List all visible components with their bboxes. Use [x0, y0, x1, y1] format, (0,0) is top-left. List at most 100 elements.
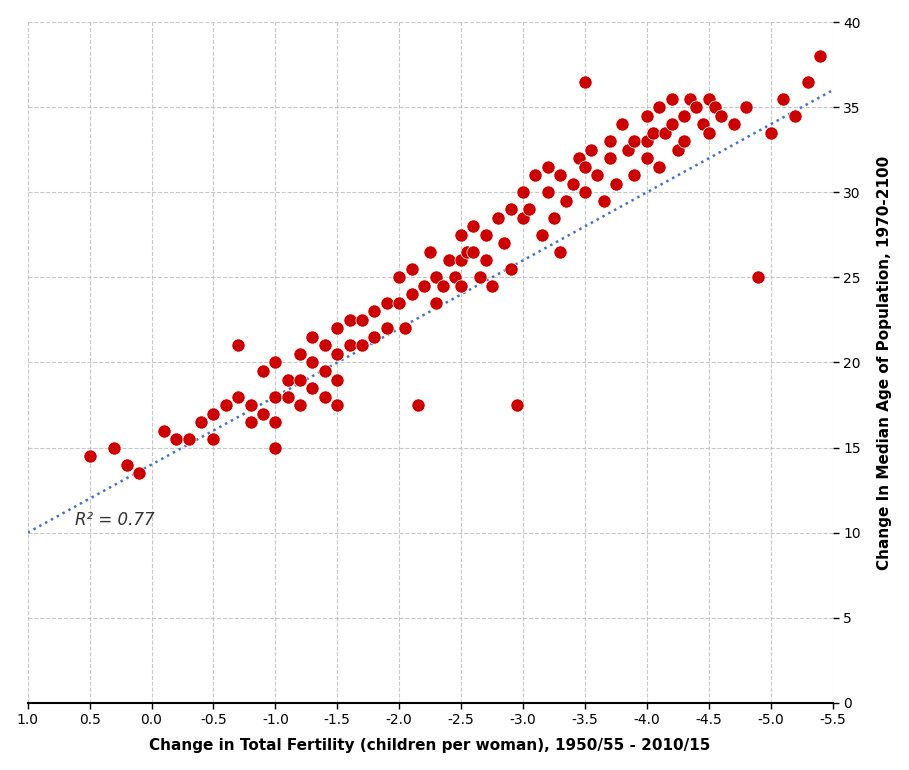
Point — [603, 152, 617, 165]
Point — [405, 263, 419, 275]
Point — [317, 365, 332, 377]
Point — [671, 144, 685, 156]
Point — [676, 109, 691, 122]
Point — [293, 348, 307, 360]
Point — [268, 441, 283, 454]
Point — [435, 280, 450, 292]
Point — [541, 161, 555, 173]
Point — [442, 254, 456, 266]
Point — [268, 416, 283, 428]
Point — [596, 195, 611, 207]
Point — [788, 109, 803, 122]
Point — [473, 271, 487, 283]
Point — [206, 433, 221, 445]
Point — [813, 50, 827, 62]
Point — [244, 416, 258, 428]
Point — [640, 135, 654, 147]
Point — [572, 152, 586, 165]
Point — [218, 399, 233, 411]
Point — [305, 331, 320, 343]
Point — [231, 390, 245, 403]
Point — [454, 254, 468, 266]
Point — [330, 399, 345, 411]
Point — [355, 314, 369, 326]
Point — [281, 373, 295, 386]
Point — [652, 101, 666, 113]
Point — [695, 118, 710, 130]
Point — [640, 152, 654, 165]
Point — [107, 441, 122, 454]
Point — [343, 314, 357, 326]
Point — [702, 126, 716, 139]
Point — [380, 296, 395, 309]
Point — [683, 92, 697, 105]
Point — [268, 357, 283, 369]
Point — [194, 416, 208, 428]
X-axis label: Change in Total Fertility (children per woman), 1950/55 - 2010/15: Change in Total Fertility (children per … — [149, 738, 711, 753]
Point — [491, 212, 505, 224]
Point — [504, 203, 518, 216]
Point — [627, 169, 642, 182]
Point — [447, 271, 462, 283]
Point — [392, 271, 406, 283]
Point — [411, 399, 425, 411]
Point — [553, 246, 567, 258]
Point — [317, 390, 332, 403]
Point — [676, 135, 691, 147]
Point — [553, 169, 567, 182]
Point — [429, 296, 444, 309]
Point — [293, 399, 307, 411]
Point — [702, 92, 716, 105]
Point — [479, 229, 494, 241]
Point — [330, 373, 345, 386]
Point — [603, 135, 617, 147]
Point — [497, 237, 512, 249]
Point — [528, 169, 543, 182]
Point — [466, 246, 481, 258]
Point — [726, 118, 741, 130]
Point — [510, 399, 524, 411]
Point — [627, 135, 642, 147]
Point — [664, 118, 679, 130]
Point — [255, 407, 270, 420]
Point — [398, 323, 413, 335]
Point — [714, 109, 728, 122]
Point — [504, 263, 518, 275]
Point — [546, 212, 561, 224]
Point — [515, 212, 530, 224]
Point — [305, 382, 320, 394]
Point — [119, 458, 134, 470]
Point — [689, 101, 704, 113]
Point — [645, 126, 660, 139]
Point — [244, 399, 258, 411]
Point — [652, 161, 666, 173]
Point — [268, 390, 283, 403]
Point — [330, 348, 345, 360]
Point — [751, 271, 765, 283]
Point — [578, 161, 593, 173]
Point — [614, 118, 629, 130]
Point — [541, 186, 555, 199]
Point — [739, 101, 754, 113]
Point — [479, 254, 494, 266]
Point — [565, 178, 580, 190]
Point — [454, 229, 468, 241]
Point — [515, 186, 530, 199]
Point — [764, 126, 778, 139]
Point — [317, 340, 332, 352]
Point — [578, 75, 593, 88]
Point — [182, 433, 196, 445]
Point — [466, 220, 481, 233]
Point — [169, 433, 184, 445]
Point — [522, 203, 536, 216]
Point — [658, 126, 673, 139]
Point — [281, 390, 295, 403]
Point — [584, 144, 598, 156]
Point — [423, 246, 437, 258]
Point — [460, 246, 474, 258]
Point — [708, 101, 723, 113]
Point — [405, 288, 419, 300]
Point — [429, 271, 444, 283]
Point — [330, 323, 345, 335]
Point — [367, 305, 382, 317]
